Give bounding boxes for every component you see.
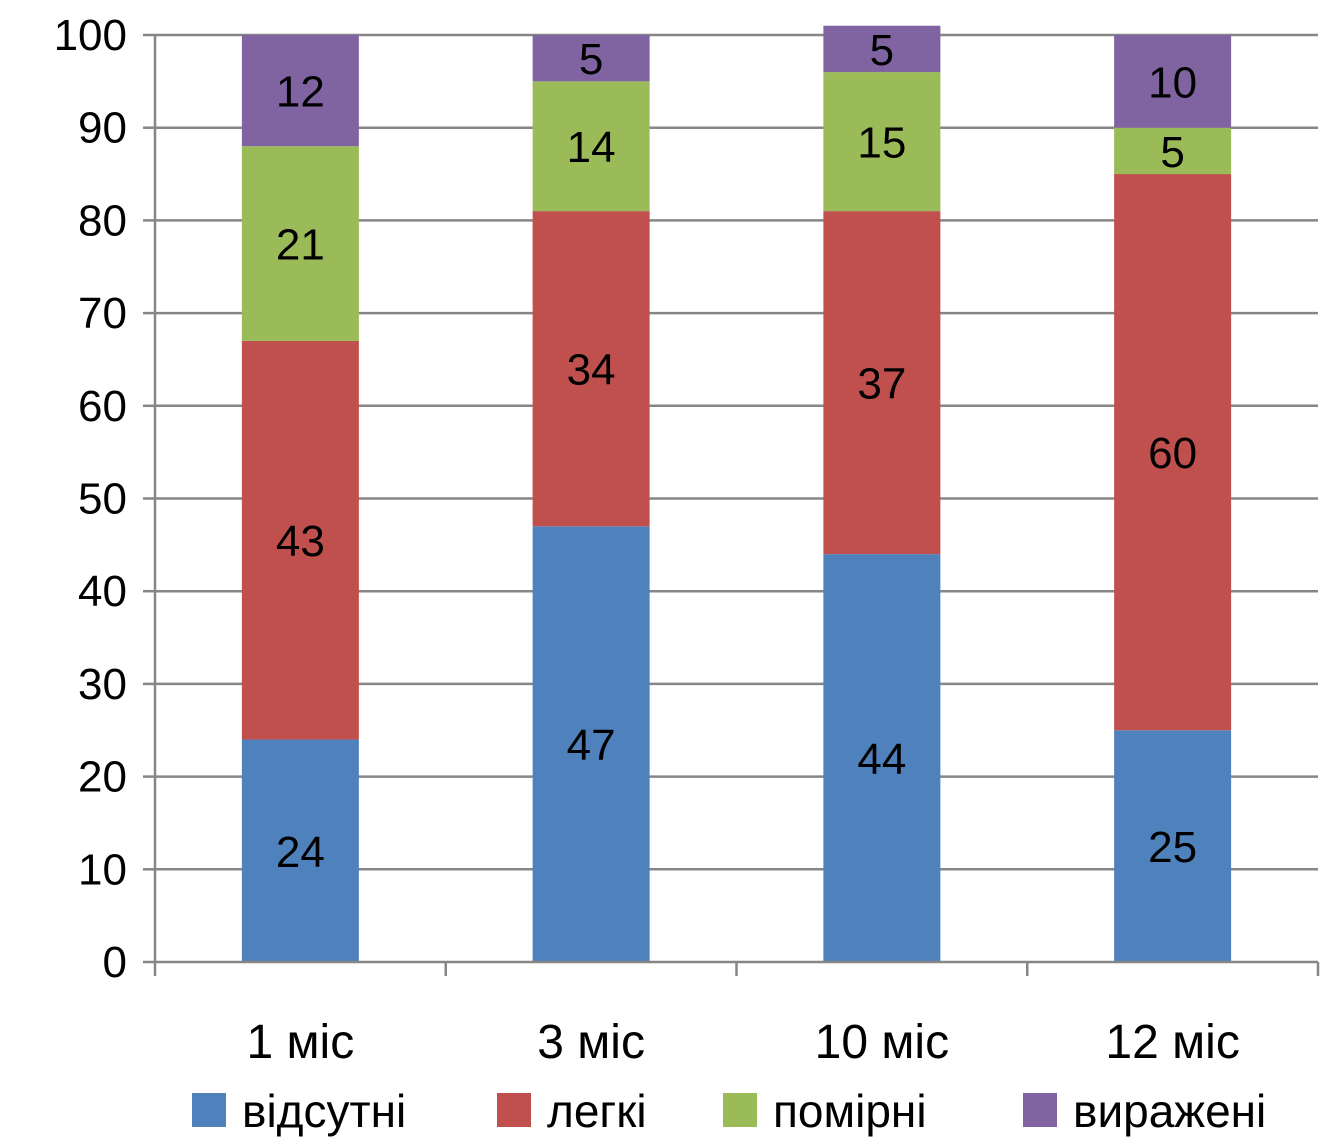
bar-segment (241, 739, 359, 962)
x-category-label: 12 міс (1105, 1016, 1239, 1069)
data-label: 37 (857, 360, 906, 409)
data-labels: 24 43 21 12 47 34 14 5 44 37 15 5 25 60 5 10 (276, 26, 1197, 877)
bar-segment (1114, 35, 1232, 128)
bar-segment (823, 211, 941, 555)
y-tick-label: 30 (78, 660, 127, 709)
bars (241, 25, 1232, 962)
y-tick-label: 50 (78, 475, 127, 524)
bar-segment (532, 35, 650, 82)
y-tick-label: 70 (78, 289, 127, 338)
data-label: 5 (870, 26, 894, 75)
bar-segment (241, 146, 359, 341)
data-label: 47 (567, 721, 616, 770)
data-label: 60 (1148, 429, 1197, 478)
y-tick-label: 20 (78, 753, 127, 802)
data-label: 10 (1148, 58, 1197, 107)
x-category-label: 10 міс (815, 1016, 949, 1069)
bar-segment (1114, 127, 1232, 175)
legend-label: відсутні (242, 1085, 406, 1137)
bar-segment (532, 211, 650, 527)
legend-swatch (497, 1093, 531, 1127)
bar-segment (241, 35, 359, 147)
data-label: 43 (276, 517, 325, 566)
bar-segment (823, 25, 941, 73)
bar-segment (532, 81, 650, 212)
y-tick-label: 40 (78, 567, 127, 616)
x-category-label: 3 міс (537, 1016, 645, 1069)
y-tick-label: 100 (54, 11, 127, 60)
legend: відсутні легкі помірні виражені (192, 1085, 1266, 1137)
legend-label: легкі (547, 1085, 647, 1137)
legend-label: виражені (1073, 1085, 1266, 1137)
axes: 0 10 20 30 40 50 60 70 80 90 100 1 міс 3 міс 10 міс 12… (54, 11, 1320, 1069)
y-tick-label: 80 (78, 196, 127, 245)
data-label: 5 (1160, 128, 1184, 177)
data-label: 34 (567, 346, 616, 395)
bar-segment (532, 526, 650, 962)
data-label: 44 (857, 735, 906, 784)
y-tick-label: 0 (103, 938, 127, 987)
legend-swatch (1023, 1093, 1057, 1127)
data-label: 12 (276, 68, 325, 117)
data-label: 25 (1148, 823, 1197, 872)
data-label: 5 (579, 35, 603, 84)
legend-swatch (723, 1093, 757, 1127)
y-tick-label: 60 (78, 382, 127, 431)
data-label: 14 (567, 123, 616, 172)
legend-label: помірні (773, 1085, 927, 1137)
y-tick-label: 90 (78, 104, 127, 153)
data-label: 15 (857, 119, 906, 168)
bar-segment (823, 554, 941, 962)
bar-segment (823, 72, 941, 212)
legend-swatch (192, 1093, 226, 1127)
x-category-label: 1 міс (247, 1016, 355, 1069)
data-label: 21 (276, 221, 325, 270)
bar-segment (1114, 174, 1232, 731)
bar-segment (1114, 730, 1232, 962)
bar-segment (241, 340, 359, 740)
data-label: 24 (276, 828, 325, 877)
y-tick-label: 10 (78, 845, 127, 894)
